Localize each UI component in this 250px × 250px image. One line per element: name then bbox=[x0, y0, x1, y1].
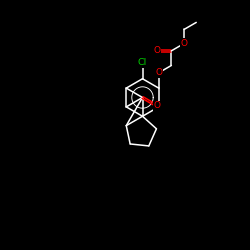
Text: O: O bbox=[155, 68, 162, 77]
Text: O: O bbox=[154, 46, 161, 55]
Text: O: O bbox=[180, 39, 188, 48]
Text: O: O bbox=[153, 101, 160, 110]
Text: Cl: Cl bbox=[138, 58, 147, 67]
